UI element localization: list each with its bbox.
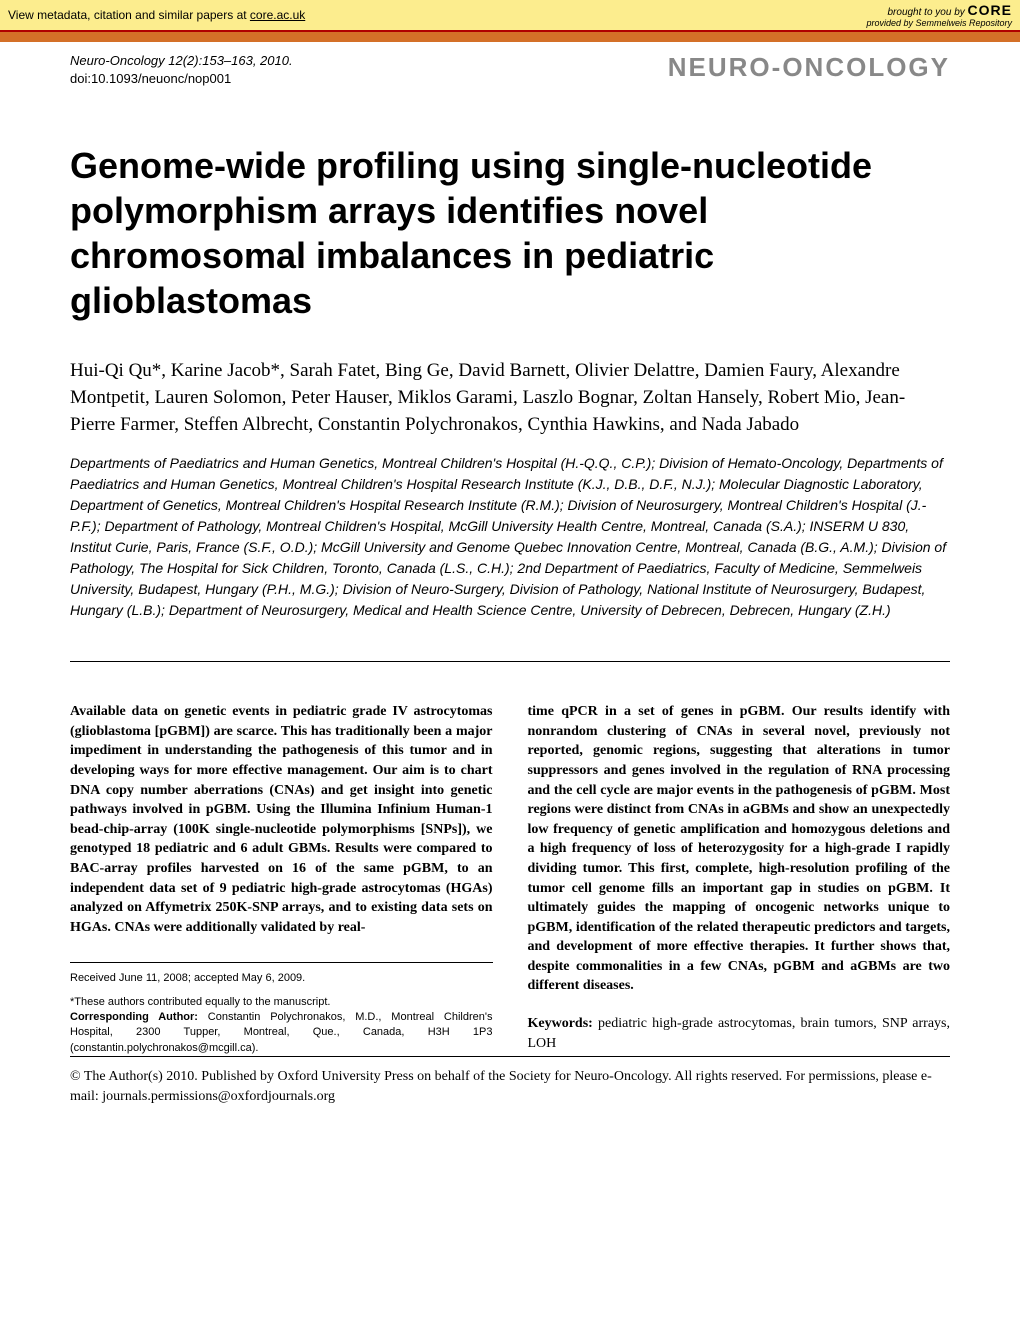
orange-divider-bar (0, 32, 1020, 42)
corr-label: Corresponding Author: (70, 1011, 208, 1023)
core-provided: provided by Semmelweis Repository (866, 18, 1012, 28)
keywords-label: Keywords: (528, 1016, 599, 1031)
page-content: Neuro-Oncology 12(2):153–163, 2010. doi:… (0, 42, 1020, 1057)
footnotes: Received June 11, 2008; accepted May 6, … (70, 962, 493, 1056)
header-row: Neuro-Oncology 12(2):153–163, 2010. doi:… (70, 42, 950, 88)
abstract-left-text: Available data on genetic events in pedi… (70, 704, 493, 935)
equal-contribution-line: *These authors contributed equally to th… (70, 995, 493, 1010)
keywords: Keywords: pediatric high-grade astrocyto… (528, 1014, 951, 1053)
core-left: View metadata, citation and similar pape… (8, 8, 305, 22)
abstract-right-block: time qPCR in a set of genes in pGBM. Our… (528, 702, 951, 1053)
affiliations: Departments of Paediatrics and Human Gen… (70, 453, 950, 621)
corresponding-author: Corresponding Author: Constantin Polychr… (70, 1010, 493, 1056)
doi-line: doi:10.1093/neuonc/nop001 (70, 70, 293, 88)
core-brand: CORE (968, 2, 1012, 18)
core-link[interactable]: core.ac.uk (250, 8, 305, 22)
article-title: Genome-wide profiling using single-nucle… (70, 143, 950, 323)
core-brought-text: brought to you by (887, 7, 964, 18)
core-metadata-bar: View metadata, citation and similar pape… (0, 0, 1020, 32)
core-left-text: View metadata, citation and similar pape… (8, 8, 250, 22)
journal-citation-line: Neuro-Oncology 12(2):153–163, 2010. (70, 52, 293, 70)
journal-info: Neuro-Oncology 12(2):153–163, 2010. doi:… (70, 52, 293, 88)
journal-title: NEURO-ONCOLOGY (668, 52, 950, 83)
abstract-right-text: time qPCR in a set of genes in pGBM. Our… (528, 704, 951, 993)
authors-list: Hui-Qi Qu*, Karine Jacob*, Sarah Fatet, … (70, 358, 950, 438)
core-right: brought to you by CORE provided by Semme… (866, 2, 1012, 28)
abstract-area: Available data on genetic events in pedi… (70, 702, 950, 1056)
received-line: Received June 11, 2008; accepted May 6, … (70, 971, 493, 986)
copyright-line: © The Author(s) 2010. Published by Oxfor… (0, 1057, 1020, 1136)
abstract-left-block: Available data on genetic events in pedi… (70, 702, 493, 1056)
rule-above-abstract (70, 661, 950, 662)
